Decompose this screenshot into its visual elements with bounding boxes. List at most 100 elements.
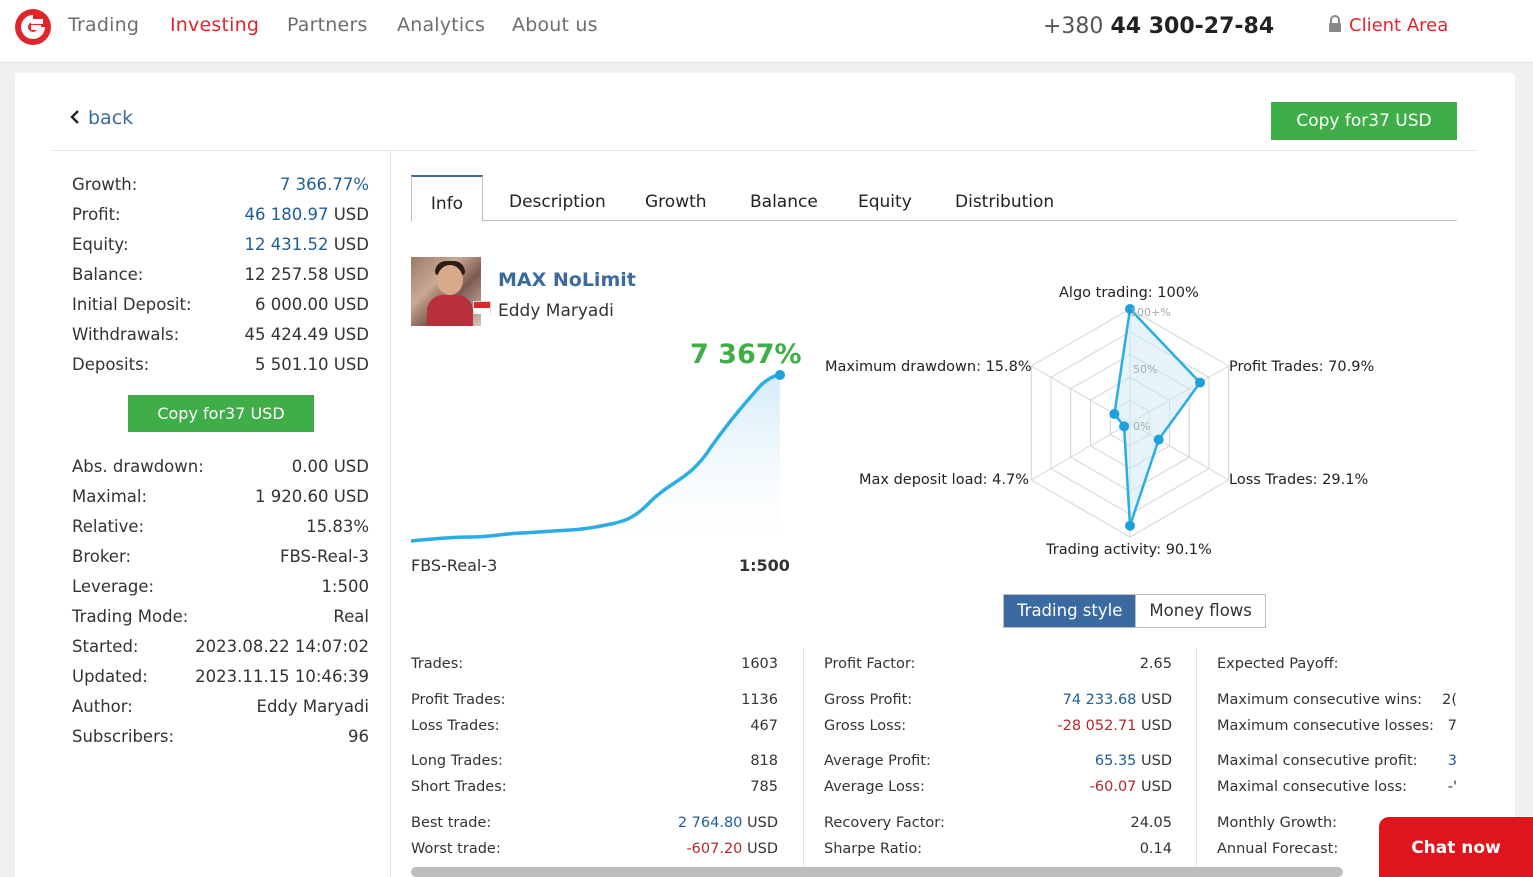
- lock-icon: [1329, 15, 1341, 32]
- stat-broker: Broker: FBS-Real-3: [72, 547, 369, 569]
- stat-unit: USD: [747, 815, 778, 831]
- stat-label: Gross Profit:: [824, 692, 913, 708]
- tab-description[interactable]: Description: [509, 192, 606, 212]
- stat-value: 15.83%: [306, 517, 369, 536]
- stat-value: 818: [750, 753, 778, 769]
- stat-label: Profit:: [72, 205, 121, 224]
- stat-label: Leverage:: [72, 577, 155, 596]
- stat-value: 6 000.00 USD: [255, 295, 369, 314]
- stat-label: Worst trade:: [411, 841, 501, 857]
- stat-value-group: 24.05: [1130, 815, 1172, 831]
- stat-label: Annual Forecast:: [1217, 841, 1339, 857]
- radar-point: [1125, 520, 1135, 531]
- divider: [390, 150, 391, 877]
- stat-label: Short Trades:: [411, 779, 507, 795]
- stat-value: -607.20: [686, 841, 743, 857]
- nav-investing[interactable]: Investing: [170, 14, 260, 36]
- strategy-name[interactable]: MAX NoLimit: [498, 269, 636, 291]
- leverage-label: 1:500: [739, 556, 790, 575]
- stat-label: Deposits:: [72, 355, 150, 374]
- stat-balance: Balance: 12 257.58 USD: [72, 265, 369, 287]
- divider: [52, 150, 1477, 151]
- copy-button-top[interactable]: Copy for37 USD: [1271, 102, 1457, 140]
- stat-label: Maximum consecutive losses:: [1217, 718, 1434, 734]
- nav-about-us[interactable]: About us: [512, 14, 598, 36]
- radar-point: [1109, 409, 1120, 419]
- stat-label: Equity:: [72, 235, 129, 254]
- radar-label-drawdown: Maximum drawdown: 15.8%: [825, 359, 1032, 375]
- client-area-link[interactable]: Client Area: [1328, 15, 1448, 36]
- stat-value: 2.65: [1139, 656, 1172, 672]
- stat-value: 1 920.60 USD: [255, 487, 369, 506]
- stat-value-group: 467: [750, 718, 778, 734]
- stat-value: 3: [1447, 753, 1457, 769]
- tab-equity[interactable]: Equity: [858, 192, 912, 212]
- stat-value: 0.00 USD: [291, 457, 369, 476]
- stat-row: Average Loss: -60.07 USD: [824, 779, 1172, 799]
- stat-label: Loss Trades:: [411, 718, 500, 734]
- stat-label: Trading Mode:: [72, 607, 189, 626]
- stat-row: Annual Forecast:: [1217, 841, 1457, 861]
- chat-now-button[interactable]: Chat now: [1379, 817, 1533, 877]
- stat-label: Recovery Factor:: [824, 815, 945, 831]
- stat-row: Loss Trades: 467: [411, 718, 778, 738]
- stat-unit: USD: [333, 235, 369, 254]
- radar-label-loss: Loss Trades: 29.1%: [1229, 472, 1369, 488]
- stat-initial-deposit: Initial Deposit: 6 000.00 USD: [72, 295, 369, 317]
- stat-value-group: -60.07 USD: [1090, 779, 1172, 795]
- toggle-money-flows[interactable]: Money flows: [1135, 595, 1265, 627]
- stat-row: Average Profit: 65.35 USD: [824, 753, 1172, 773]
- stat-row: Recovery Factor: 24.05: [824, 815, 1172, 835]
- tabs-underline: [411, 220, 1457, 221]
- stat-label: Maximal consecutive profit:: [1217, 753, 1418, 769]
- stat-value: 2(: [1442, 692, 1457, 708]
- stat-value: 467: [750, 718, 778, 734]
- stat-value-group: 65.35 USD: [1095, 753, 1172, 769]
- tab-info[interactable]: Info: [411, 175, 483, 222]
- stat-label: Sharpe Ratio:: [824, 841, 923, 857]
- stat-value: 12 431.52: [244, 235, 329, 254]
- stat-label: Gross Loss:: [824, 718, 907, 734]
- tab-distribution[interactable]: Distribution: [955, 192, 1055, 212]
- nav-partners[interactable]: Partners: [287, 14, 368, 36]
- stat-value: -': [1447, 779, 1457, 795]
- stat-value-group: 2.65: [1140, 656, 1172, 672]
- stat-row: Expected Payoff:: [1217, 656, 1457, 676]
- back-link[interactable]: back: [70, 107, 133, 129]
- stat-row: Long Trades: 818: [411, 753, 778, 773]
- stat-value-group: 0.14: [1140, 841, 1172, 857]
- phone-number[interactable]: +380 44 300-27-84: [1043, 14, 1274, 39]
- nav-analytics[interactable]: Analytics: [397, 14, 486, 36]
- stat-value-group: -28 052.71 USD: [1057, 718, 1172, 734]
- stat-value: 5 501.10 USD: [255, 355, 369, 374]
- tab-growth[interactable]: Growth: [645, 192, 707, 212]
- stat-unit: USD: [1141, 753, 1172, 769]
- toggle-trading-style[interactable]: Trading style: [1004, 595, 1136, 627]
- radar-scale-100: 100+%: [1130, 306, 1171, 319]
- nav-trading[interactable]: Trading: [68, 14, 140, 36]
- stat-profit: Profit: 46 180.97 USD: [72, 205, 369, 227]
- copy-button-sidebar[interactable]: Copy for37 USD: [128, 395, 314, 432]
- fbs-logo-icon[interactable]: [14, 8, 52, 46]
- tab-balance[interactable]: Balance: [750, 192, 818, 212]
- stat-equity: Equity: 12 431.52 USD: [72, 235, 369, 257]
- radar-label-deposit-load: Max deposit load: 4.7%: [859, 472, 1029, 488]
- stat-value-group: 7: [1448, 718, 1457, 734]
- stat-maximal: Maximal: 1 920.60 USD: [72, 487, 369, 509]
- stat-value: 24.05: [1130, 815, 1172, 831]
- stat-value: FBS-Real-3: [280, 547, 369, 566]
- stat-value: 785: [750, 779, 778, 795]
- radar-scale-50: 50%: [1133, 363, 1157, 376]
- stat-value: 0.14: [1139, 841, 1172, 857]
- stat-value-group: 1136: [741, 692, 778, 708]
- stat-label: Maximum consecutive wins:: [1217, 692, 1423, 708]
- stat-label: Initial Deposit:: [72, 295, 192, 314]
- stat-value-group: 2 764.80 USD: [678, 815, 778, 831]
- stat-value: 65.35: [1094, 753, 1137, 769]
- stat-label: Broker:: [72, 547, 132, 566]
- chart-style-toggle: Trading style Money flows: [1003, 594, 1266, 628]
- stat-row: Profit Factor: 2.65: [824, 656, 1172, 676]
- horizontal-scrollbar[interactable]: [411, 867, 1343, 877]
- stat-row: Profit Trades: 1136: [411, 692, 778, 712]
- stat-value: 96: [348, 727, 369, 746]
